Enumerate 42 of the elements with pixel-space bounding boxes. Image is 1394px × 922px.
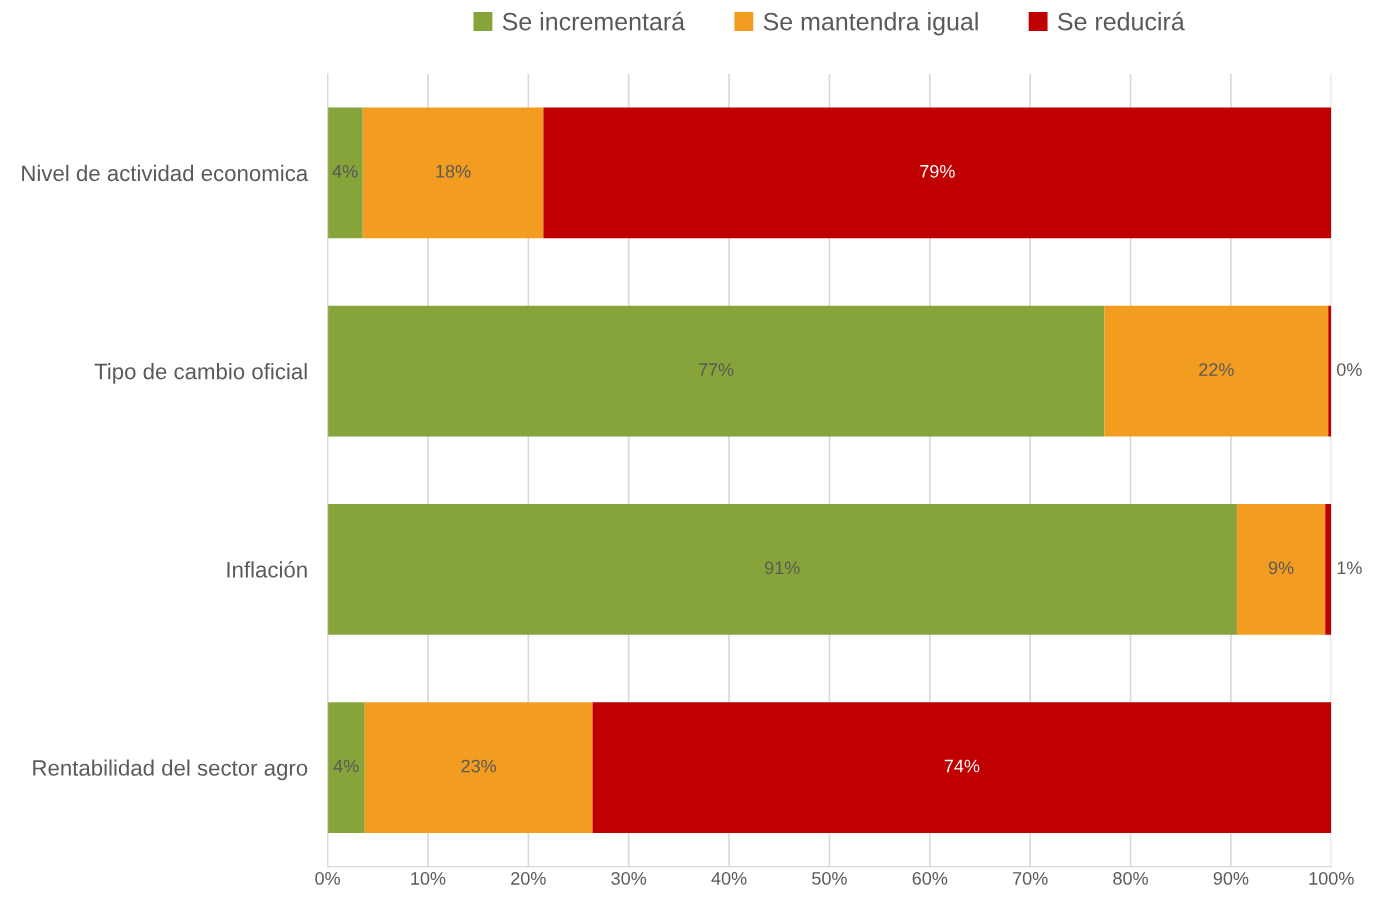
bar	[362, 107, 544, 239]
data-label: 79%	[920, 164, 955, 178]
data-label: 18%	[436, 164, 471, 178]
bar	[327, 503, 1237, 635]
bar	[327, 107, 363, 239]
data-label: 1%	[1337, 561, 1362, 575]
y-tick-label: Nivel de actividad economica	[22, 164, 309, 182]
bar	[1104, 305, 1329, 437]
bar	[543, 107, 1332, 239]
bar	[1328, 305, 1332, 437]
bar	[327, 702, 365, 833]
x-tick-label: 10%	[411, 872, 446, 885]
x-tick-label: 20%	[511, 872, 546, 885]
data-label: 4%	[333, 759, 359, 773]
y-tick-label: Inflación	[227, 561, 307, 578]
y-tick-label: Rentabilidad del sector agro	[33, 759, 308, 781]
data-label: 22%	[1199, 363, 1234, 376]
x-tick-label: 70%	[1013, 872, 1048, 885]
x-tick-label: 50%	[812, 872, 847, 885]
data-label: 0%	[1336, 363, 1362, 376]
data-label: 9%	[1268, 561, 1294, 575]
y-tick-label: Tipo de cambio oficial	[94, 363, 307, 384]
x-tick-label: 0%	[315, 872, 340, 885]
x-tick-label: 100%	[1309, 872, 1354, 885]
data-label: 23%	[461, 759, 497, 773]
bar	[364, 702, 593, 833]
x-tick-label: 90%	[1213, 872, 1249, 885]
bar	[592, 702, 1332, 833]
x-tick-label: 40%	[711, 872, 747, 885]
bar	[327, 305, 1105, 437]
x-tick-label: 80%	[1113, 872, 1148, 885]
data-label: 77%	[698, 363, 734, 376]
legend-label: Se mantendra igual	[763, 12, 978, 36]
bar	[1236, 503, 1326, 635]
legend-label: Se reducirá	[1058, 11, 1185, 31]
data-label: 4%	[332, 165, 358, 178]
data-label: 74%	[944, 759, 980, 773]
x-tick-label: 30%	[611, 872, 647, 885]
x-tick-label: 60%	[912, 872, 948, 885]
data-label: 91%	[765, 561, 800, 575]
legend-label: Se incrementará	[502, 11, 686, 31]
bar	[1325, 503, 1332, 635]
